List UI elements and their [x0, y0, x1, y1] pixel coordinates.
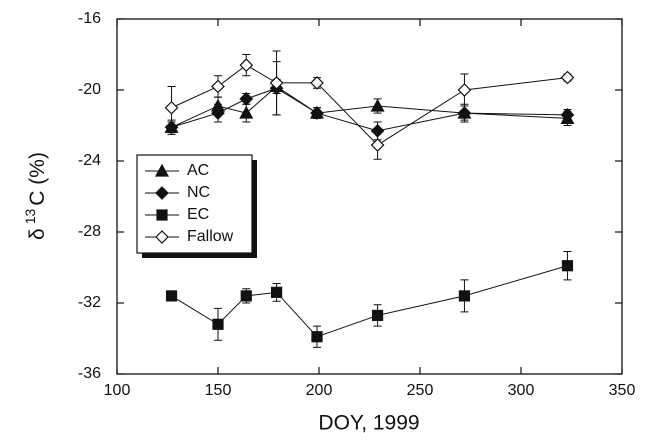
marker-diamond: [560, 108, 575, 122]
marker-diamond: [457, 83, 472, 97]
marker-square: [371, 309, 384, 322]
x-tick-label: 100: [104, 382, 131, 399]
series-line: [171, 85, 568, 128]
y-tick-label: -36: [78, 365, 101, 382]
marker-diamond: [164, 100, 179, 115]
marker-diamond: [239, 92, 254, 106]
marker-triangle: [239, 105, 254, 119]
x-tick-label: 300: [508, 382, 535, 399]
marker-diamond: [310, 76, 324, 90]
marker-diamond: [269, 76, 284, 90]
x-tick-label: 150: [205, 382, 232, 399]
series-line: [171, 265, 568, 338]
marker-diamond: [370, 138, 385, 152]
marker-diamond: [211, 79, 225, 94]
marker-square: [240, 290, 252, 302]
marker-triangle: [370, 98, 385, 112]
legend-label: EC: [187, 206, 209, 223]
marker-diamond: [164, 120, 179, 135]
y-tick-label: -20: [78, 81, 101, 98]
marker-diamond: [370, 123, 385, 138]
y-label-symbol: δ: [26, 228, 49, 240]
legend-label: AC: [187, 162, 209, 179]
legend-marker: [155, 186, 169, 200]
marker-square: [561, 260, 574, 272]
legend-marker: [154, 163, 170, 177]
x-tick-label: 250: [407, 382, 434, 399]
legend-marker: [155, 230, 169, 244]
y-label-rest: C (%): [26, 152, 49, 206]
legend-label: Fallow: [187, 228, 234, 245]
marker-square: [212, 318, 224, 330]
marker-square: [270, 286, 283, 298]
x-axis-label: DOY, 1999: [318, 412, 419, 435]
y-tick-label: -24: [78, 152, 101, 169]
marker-diamond: [239, 58, 254, 72]
x-tick-label: 200: [306, 382, 333, 399]
marker-square: [165, 290, 178, 302]
y-tick-label: -16: [78, 10, 101, 27]
marker-diamond: [211, 106, 225, 120]
marker-diamond: [560, 70, 575, 85]
legend-label: NC: [187, 184, 210, 201]
series-line: [171, 64, 568, 146]
y-tick-label: -32: [78, 294, 101, 311]
y-tick-label: -28: [78, 223, 101, 240]
plot-frame: [116, 18, 623, 375]
marker-square: [311, 331, 323, 343]
y-label-superscript: 13: [22, 208, 38, 224]
marker-diamond: [457, 106, 472, 120]
legend-marker: [156, 209, 168, 221]
marker-diamond: [310, 106, 324, 120]
x-tick-label: 350: [609, 382, 636, 399]
marker-square: [458, 290, 471, 302]
y-axis-label: δ 13 C (%): [22, 152, 49, 240]
